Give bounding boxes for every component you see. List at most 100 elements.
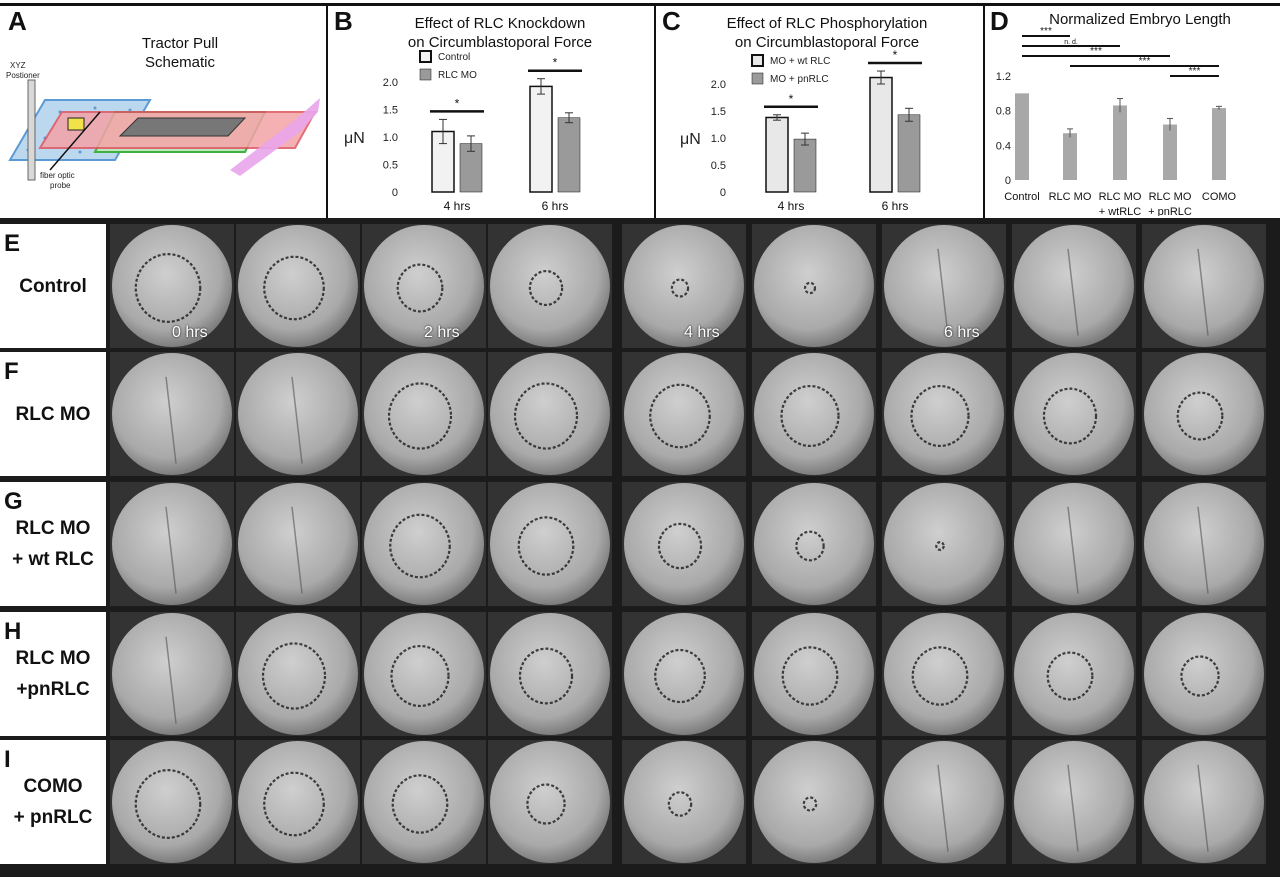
significance-label: * <box>455 96 460 110</box>
embryo-image <box>488 612 612 736</box>
neural-groove <box>1197 248 1209 336</box>
embryo-body <box>364 225 484 347</box>
y-axis-label: μN <box>344 130 365 147</box>
embryo-body <box>754 741 874 863</box>
positioner-post <box>27 79 36 181</box>
embryo-image <box>110 224 234 348</box>
embryo-image <box>882 482 1006 606</box>
panel-d-title: Normalized Embryo Length <box>1049 11 1231 28</box>
bar <box>1163 124 1177 180</box>
embryo-image <box>110 740 234 864</box>
embryo-graphic <box>752 740 876 864</box>
bar <box>897 114 921 193</box>
blastopore-ring <box>387 382 453 450</box>
probe-line <box>49 111 101 171</box>
bar <box>1212 108 1226 180</box>
embryo-image <box>1142 482 1266 606</box>
tractor-pull-schematic: XYZ Postioner fiber optic probe <box>6 61 320 190</box>
y-tick-label: 0.4 <box>996 140 1011 152</box>
time-label: 4 hrs <box>684 324 720 341</box>
embryo-image <box>488 224 612 348</box>
blastopore-ring <box>134 769 202 839</box>
row-label-i: I COMO + pnRLC <box>0 740 106 864</box>
legend-swatch <box>751 54 764 67</box>
category-label: Control <box>1004 191 1039 203</box>
panel-letter-b: B <box>334 6 353 36</box>
embryo-graphic <box>752 224 876 348</box>
mesh-strip <box>118 117 247 137</box>
embryo-image <box>1142 352 1266 476</box>
neural-groove <box>291 506 303 594</box>
embryo-graphic <box>488 740 612 864</box>
blastopore-ring <box>391 774 449 834</box>
embryo-graphic <box>622 740 746 864</box>
blastopore-ring <box>389 513 451 579</box>
embryo-body <box>1144 225 1264 347</box>
panel-letter-c: C <box>662 6 681 36</box>
y-tick-label: 1.0 <box>711 133 726 145</box>
y-tick-label: 1.0 <box>383 132 398 144</box>
embryo-graphic <box>110 612 234 736</box>
neural-groove <box>1067 248 1079 336</box>
embryo-graphic <box>110 224 234 348</box>
bar <box>793 138 817 193</box>
blastopore-ring <box>654 648 706 704</box>
embryo-body <box>624 225 744 347</box>
embryo-body <box>754 613 874 735</box>
embryo-graphic <box>1142 224 1266 348</box>
category-label: COMO <box>1202 191 1237 203</box>
blastopore-ring <box>911 646 969 706</box>
neural-groove <box>165 506 177 594</box>
embryo-image <box>110 482 234 606</box>
bar <box>1015 93 1029 180</box>
comparison-label: n. d. <box>1064 39 1078 46</box>
significance-label: * <box>893 48 898 62</box>
embryo-body <box>364 483 484 605</box>
y-tick-label: 0.5 <box>711 160 726 172</box>
embryo-graphic <box>1012 740 1136 864</box>
bar <box>529 85 553 193</box>
panel-letter-a: A <box>8 6 27 36</box>
y-tick-label: 0 <box>720 187 726 199</box>
embryo-body <box>1144 353 1264 475</box>
embryo-body <box>1014 741 1134 863</box>
legend-label: Control <box>438 52 470 63</box>
embryo-graphic <box>488 612 612 736</box>
comparison-label: *** <box>1189 66 1201 77</box>
neural-groove <box>165 376 177 464</box>
panel-c-title: Effect of RLC Phosphorylation on Circumb… <box>726 15 928 51</box>
embryo-body <box>624 741 744 863</box>
embryo-body <box>364 353 484 475</box>
embryo-body <box>238 353 358 475</box>
y-tick-label: 2.0 <box>383 77 398 89</box>
embryo-graphic <box>362 352 486 476</box>
embryo-body <box>490 613 610 735</box>
y-tick-label: 0.8 <box>996 106 1011 118</box>
blastopore-ring <box>780 384 840 448</box>
embryo-body <box>364 741 484 863</box>
embryo-body <box>1144 483 1264 605</box>
y-tick-label: 0 <box>1005 175 1011 187</box>
legend-swatch <box>419 68 432 81</box>
divider-b-c <box>654 5 656 218</box>
embryo-image <box>362 740 486 864</box>
blastopore-ring <box>518 647 574 705</box>
embryo-body <box>364 613 484 735</box>
probe-label-1: fiber optic <box>40 171 75 180</box>
blastopore-ring <box>935 540 945 552</box>
embryo-body <box>238 225 358 347</box>
embryo-image <box>622 482 746 606</box>
y-tick-label: 2.0 <box>711 79 726 91</box>
neural-groove <box>1197 506 1209 594</box>
embryo-image <box>1142 612 1266 736</box>
divider-c-d <box>983 5 985 218</box>
significance-label: * <box>553 56 558 70</box>
chart-c: 0 0.5 1.0 1.5 2.0 μN MO + wt RLC MO + pnRLC * 4 h… <box>680 48 922 213</box>
top-border <box>0 3 1280 6</box>
time-lapse-grid: E Control F RLC MO G RLC MO + wt RLC H RLC MO +… <box>0 218 1280 877</box>
y-tick-label: 1.2 <box>996 71 1011 83</box>
embryo-image <box>1142 740 1266 864</box>
embryo-body <box>1014 225 1134 347</box>
embryo-graphic <box>1142 352 1266 476</box>
pink-tail <box>230 98 320 176</box>
